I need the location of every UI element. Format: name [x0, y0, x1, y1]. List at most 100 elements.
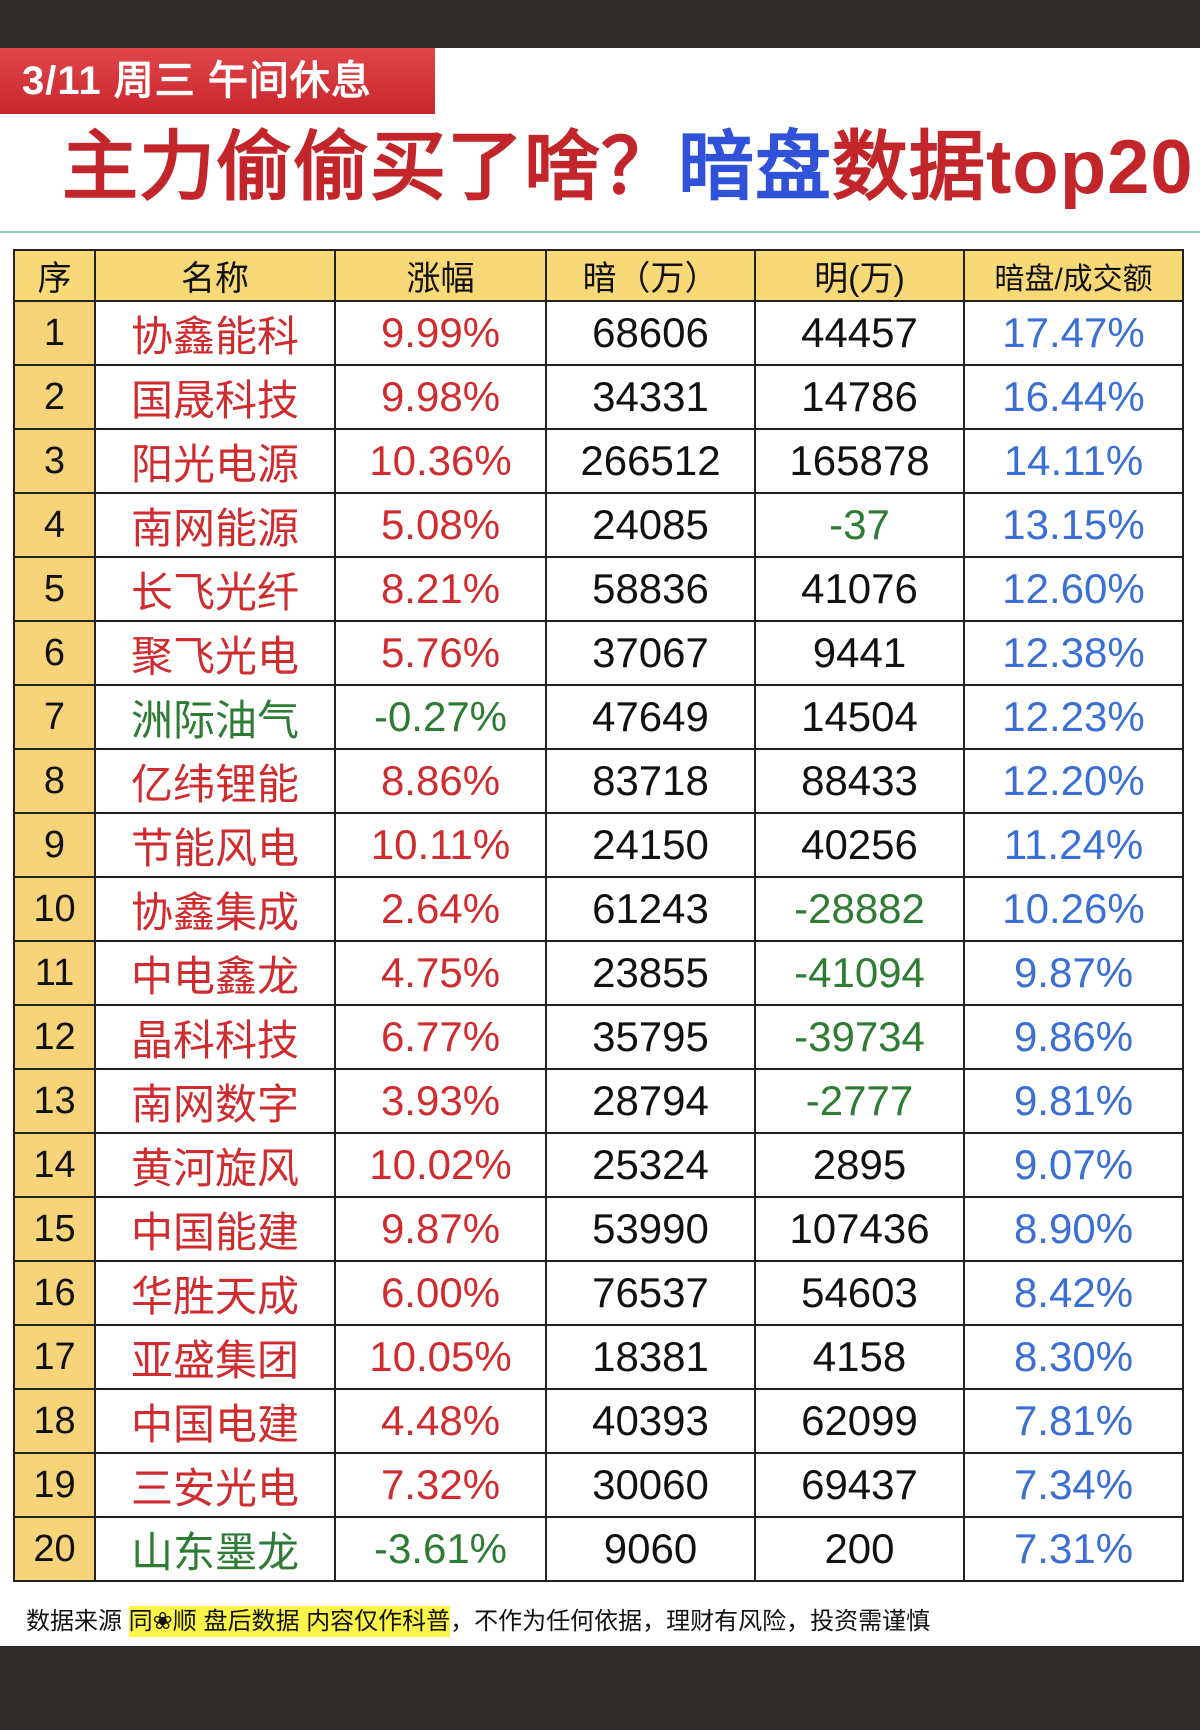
table-row: 7 洲际油气 -0.27% 47649 14504 12.23%: [13, 684, 1184, 750]
cell-ratio: 7.34%: [963, 1452, 1184, 1518]
cell-dark: 23855: [545, 940, 756, 1006]
cell-lit: -28882: [754, 876, 965, 942]
table-row: 8 亿纬锂能 8.86% 83718 88433 12.20%: [13, 748, 1184, 814]
cell-index: 8: [13, 748, 96, 814]
cell-ratio: 8.30%: [963, 1324, 1184, 1390]
cell-lit: 41076: [754, 556, 965, 622]
table-row: 1 协鑫能科 9.99% 68606 44457 17.47%: [13, 300, 1184, 366]
cell-change: 8.21%: [334, 556, 547, 622]
cell-name: 中国电建: [94, 1388, 336, 1454]
cell-index: 14: [13, 1132, 96, 1198]
cell-lit: 165878: [754, 428, 965, 494]
cell-lit: 44457: [754, 300, 965, 366]
table-header-row: 序 名称 涨幅 暗（万） 明(万) 暗盘/成交额: [13, 249, 1184, 302]
cell-ratio: 9.81%: [963, 1068, 1184, 1134]
table-row: 6 聚飞光电 5.76% 37067 9441 12.38%: [13, 620, 1184, 686]
cell-dark: 76537: [545, 1260, 756, 1326]
cell-change: 5.08%: [334, 492, 547, 558]
bottom-dark-bar: [0, 1646, 1200, 1730]
cell-lit: 107436: [754, 1196, 965, 1262]
cell-lit: 14504: [754, 684, 965, 750]
cell-lit: 14786: [754, 364, 965, 430]
cell-name: 南网能源: [94, 492, 336, 558]
page-title: 主力偷偷买了啥？暗盘数据top20: [62, 118, 1194, 218]
cell-index: 7: [13, 684, 96, 750]
footer-suffix: ，不作为任何依据，理财有风险，投资需谨慎: [450, 1608, 931, 1635]
cell-ratio: 11.24%: [963, 812, 1184, 878]
cell-dark: 30060: [545, 1452, 756, 1518]
cell-name: 晶科科技: [94, 1004, 336, 1070]
cell-lit: 2895: [754, 1132, 965, 1198]
table-row: 10 协鑫集成 2.64% 61243 -28882 10.26%: [13, 876, 1184, 942]
cell-lit: -2777: [754, 1068, 965, 1134]
cell-ratio: 12.23%: [963, 684, 1184, 750]
table-row: 20 山东墨龙 -3.61% 9060 200 7.31%: [13, 1516, 1184, 1582]
cell-name: 长飞光纤: [94, 556, 336, 622]
cell-index: 6: [13, 620, 96, 686]
cell-name: 华胜天成: [94, 1260, 336, 1326]
cell-dark: 68606: [545, 300, 756, 366]
table-row: 15 中国能建 9.87% 53990 107436 8.90%: [13, 1196, 1184, 1262]
cell-ratio: 9.86%: [963, 1004, 1184, 1070]
cell-name: 三安光电: [94, 1452, 336, 1518]
table-row: 3 阳光电源 10.36% 266512 165878 14.11%: [13, 428, 1184, 494]
cell-change: 10.05%: [334, 1324, 547, 1390]
cell-lit: -39734: [754, 1004, 965, 1070]
col-header-ratio: 暗盘/成交额: [963, 249, 1184, 302]
cell-change: 10.02%: [334, 1132, 547, 1198]
cell-dark: 83718: [545, 748, 756, 814]
cell-name: 国晟科技: [94, 364, 336, 430]
cell-ratio: 9.07%: [963, 1132, 1184, 1198]
cell-dark: 24085: [545, 492, 756, 558]
cell-ratio: 8.90%: [963, 1196, 1184, 1262]
cell-dark: 47649: [545, 684, 756, 750]
cell-lit: 4158: [754, 1324, 965, 1390]
cell-change: 2.64%: [334, 876, 547, 942]
cell-dark: 266512: [545, 428, 756, 494]
cell-dark: 18381: [545, 1324, 756, 1390]
cell-name: 亚盛集团: [94, 1324, 336, 1390]
footer-disclaimer: 数据来源 同❀顺 盘后数据 内容仅作科普，不作为任何依据，理财有风险，投资需谨慎: [26, 1605, 930, 1639]
cell-change: 3.93%: [334, 1068, 547, 1134]
cell-change: -0.27%: [334, 684, 547, 750]
table-row: 16 华胜天成 6.00% 76537 54603 8.42%: [13, 1260, 1184, 1326]
cell-dark: 34331: [545, 364, 756, 430]
cell-dark: 25324: [545, 1132, 756, 1198]
table-row: 14 黄河旋风 10.02% 25324 2895 9.07%: [13, 1132, 1184, 1198]
cell-ratio: 7.31%: [963, 1516, 1184, 1582]
cell-dark: 35795: [545, 1004, 756, 1070]
col-header-dark: 暗（万）: [545, 249, 756, 302]
cell-index: 9: [13, 812, 96, 878]
cell-ratio: 16.44%: [963, 364, 1184, 430]
cell-change: 7.32%: [334, 1452, 547, 1518]
table-row: 9 节能风电 10.11% 24150 40256 11.24%: [13, 812, 1184, 878]
cell-index: 19: [13, 1452, 96, 1518]
cell-change: 5.76%: [334, 620, 547, 686]
table-row: 5 长飞光纤 8.21% 58836 41076 12.60%: [13, 556, 1184, 622]
cell-index: 16: [13, 1260, 96, 1326]
cell-dark: 37067: [545, 620, 756, 686]
cell-name: 协鑫能科: [94, 300, 336, 366]
cell-index: 13: [13, 1068, 96, 1134]
cell-index: 17: [13, 1324, 96, 1390]
cell-change: 9.98%: [334, 364, 547, 430]
cell-lit: 69437: [754, 1452, 965, 1518]
cell-index: 15: [13, 1196, 96, 1262]
cell-name: 节能风电: [94, 812, 336, 878]
footer-prefix: 数据来源: [26, 1608, 129, 1635]
cell-dark: 40393: [545, 1388, 756, 1454]
cell-dark: 24150: [545, 812, 756, 878]
cell-name: 南网数字: [94, 1068, 336, 1134]
cell-index: 2: [13, 364, 96, 430]
cell-name: 亿纬锂能: [94, 748, 336, 814]
cell-lit: 54603: [754, 1260, 965, 1326]
cell-change: 9.99%: [334, 300, 547, 366]
date-tag: 3/11 周三 午间休息: [0, 48, 435, 114]
cell-ratio: 13.15%: [963, 492, 1184, 558]
cell-name: 协鑫集成: [94, 876, 336, 942]
cell-name: 聚飞光电: [94, 620, 336, 686]
cell-index: 12: [13, 1004, 96, 1070]
cell-dark: 61243: [545, 876, 756, 942]
cell-ratio: 7.81%: [963, 1388, 1184, 1454]
cell-ratio: 10.26%: [963, 876, 1184, 942]
